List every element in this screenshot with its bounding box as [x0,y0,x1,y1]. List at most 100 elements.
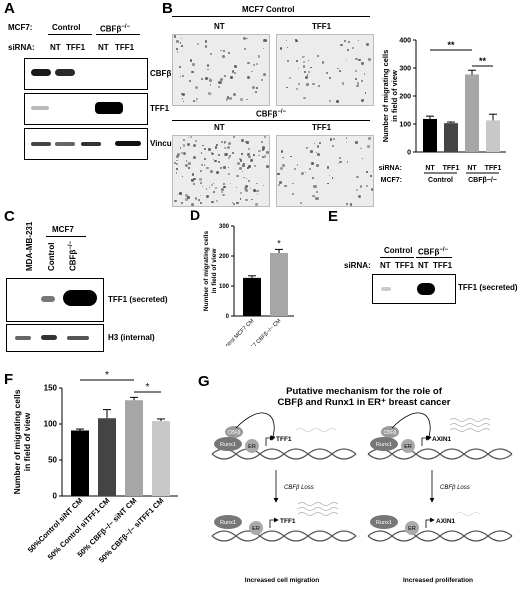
cell-dot [179,66,181,69]
panel-c-group-line [46,236,86,237]
cell-dot [265,150,269,154]
x-tick-label: 50% Control MCF7 CM [211,318,256,346]
cell-dot [173,35,177,39]
cell-dot [236,174,239,178]
runx1-label-top-left: Runx1 [220,442,236,448]
cell-dot [317,85,320,88]
cell-dot [206,166,210,170]
band [67,336,89,340]
cell-dot [281,150,284,153]
cell-dot [190,178,194,182]
cell-dot [247,153,251,157]
y-tick-label: 0 [53,492,58,501]
cell-dot [227,167,229,169]
bar [270,253,288,316]
cell-dot [181,37,183,39]
cell-dot [217,85,220,88]
cell-dot [239,198,242,200]
panel-a-blot-cbfb-label: CBFβ [150,69,172,78]
panel-g-title-line-2: CBFβ and Runx1 in ER⁺ breast cancer [277,397,451,409]
cell-dot [205,194,209,198]
cell-dot [301,55,304,58]
cell-dot [223,166,227,169]
cell-dot [258,149,261,153]
panel-b-image-cbfb-nt [172,135,270,207]
panel-e-group-control: Control [384,246,413,255]
significance-marker: ** [479,56,487,66]
er-protein-top-left [245,439,259,453]
cell-dot [246,37,248,39]
cell-dot [255,91,258,94]
cell-dot [185,198,189,202]
cell-dot [195,197,198,200]
cell-dot [236,162,240,166]
cell-dot [277,172,280,175]
cell-dot [295,39,297,41]
cell-dot [345,141,347,143]
band [381,287,391,291]
cell-dot [346,49,350,52]
cell-dot [194,85,199,89]
cell-dot [315,151,318,154]
cell-dot [210,183,214,187]
cell-dot [232,152,235,155]
cell-dot [191,70,194,74]
cell-dot [256,193,259,196]
cell-dot [200,170,203,173]
gene-label-bottom-left: TFF1 [280,518,296,525]
cell-dot [187,167,190,170]
cell-dot [229,75,233,79]
significance-marker: ** [447,40,455,50]
panel-b-bottom-label-nt: NT [214,123,225,132]
cell-dot [313,142,315,145]
panel-b-image-cbfb-tff1 [276,135,374,207]
cell-dot [284,184,287,188]
y-tick-label: 400 [399,37,411,44]
cell-dot [177,193,179,195]
cell-dot [316,145,320,149]
cell-dot [345,60,347,62]
cell-dot [240,159,243,162]
cell-dot [196,42,200,45]
runx1-protein-top-left [214,437,242,451]
y-tick-label: 100 [219,284,230,290]
cell-dot [312,176,315,179]
cell-dot [209,78,211,80]
cell-dot [251,70,253,73]
band [15,336,31,340]
tss-arrow-bottom-right [425,517,435,528]
cell-dot [201,163,204,166]
cell-dot [292,193,294,195]
panel-e-sirna-label: siRNA: [344,261,371,270]
er-label-top-right: ER [404,444,412,450]
cell-dot [189,59,193,62]
panel-c-lane-1: MDA-MB-231 [25,221,34,271]
cell-dot [310,150,314,153]
cell-dot [314,195,316,198]
panel-a-blot-cbfb [24,58,148,90]
panel-a-blot-tff1 [24,93,148,125]
cell-dot [247,167,249,169]
cell-dot [368,58,372,62]
panel-a-blot-vinculin [24,128,148,160]
cell-dot [306,83,309,86]
cell-dot [288,77,291,80]
cell-dot [261,155,265,159]
cell-dot [327,166,330,169]
cell-dot [227,52,230,55]
cell-dot [356,175,360,179]
cell-dot [359,184,363,188]
cell-dot [256,87,258,89]
cell-dot [339,70,341,72]
significance-marker: * [146,382,150,393]
bar [98,418,116,496]
cell-dot [252,63,256,67]
cell-dot [182,176,184,178]
panel-d-letter: D [190,207,200,223]
panel-a-control-line [48,34,92,35]
cell-dot [292,183,294,185]
cell-dot [220,191,223,194]
x-row-label-cell: MCF7: [381,177,402,184]
cell-dot [302,60,306,64]
cell-dot [254,189,258,193]
